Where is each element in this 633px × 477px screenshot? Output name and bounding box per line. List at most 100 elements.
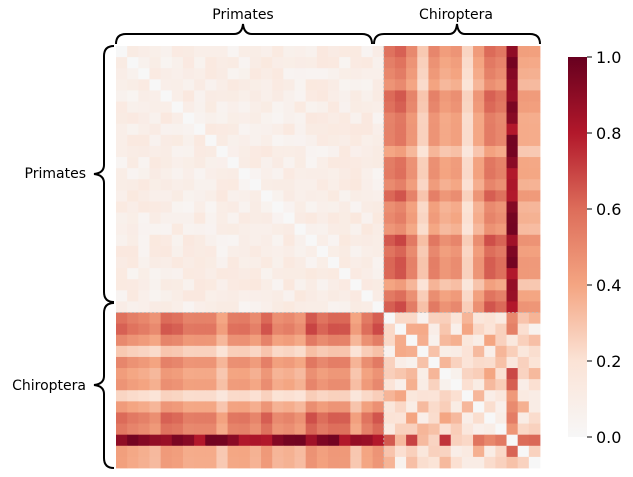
heatmap-cell [216, 434, 228, 447]
heatmap-cell [328, 379, 340, 391]
heatmap-cell [350, 257, 362, 269]
heatmap-cell [450, 112, 463, 125]
heatmap-cell [127, 334, 139, 347]
heatmap-cell [439, 434, 452, 447]
heatmap-cell [506, 268, 519, 280]
heatmap-cell [417, 301, 429, 313]
heatmap-cell [272, 90, 284, 102]
heatmap-cell [461, 46, 474, 58]
heatmap-cell [428, 290, 440, 302]
heatmap-cell [428, 423, 440, 436]
heatmap-cell [383, 423, 396, 436]
heatmap-cell [461, 157, 474, 169]
heatmap-cell [517, 145, 530, 158]
heatmap-cell [249, 268, 262, 280]
heatmap-cell [350, 445, 362, 458]
heatmap-cell [261, 112, 273, 125]
heatmap-cell [238, 401, 251, 413]
heatmap-cell [350, 190, 362, 202]
heatmap-cell [182, 46, 195, 58]
heatmap-cell [305, 179, 318, 191]
heatmap-cell [372, 57, 385, 69]
heatmap-cell [484, 345, 496, 358]
heatmap-cell [116, 68, 128, 80]
heatmap-cell [305, 368, 318, 380]
heatmap-cell [171, 46, 184, 58]
heatmap-cell [171, 323, 184, 336]
heatmap-cell [272, 46, 284, 58]
heatmap-cell [171, 390, 184, 402]
heatmap-cell [361, 234, 374, 247]
heatmap-cell [394, 290, 407, 302]
heatmap-cell [328, 301, 340, 313]
heatmap-cell [417, 423, 429, 436]
heatmap-cell [205, 112, 217, 125]
heatmap-cell [216, 312, 228, 325]
heatmap-cell [149, 312, 162, 325]
heatmap-cell [484, 445, 496, 458]
heatmap-cell [428, 412, 440, 424]
heatmap-cell [194, 368, 206, 380]
heatmap-cell [528, 268, 541, 280]
heatmap-cell [283, 434, 295, 447]
heatmap-cell [194, 245, 206, 258]
heatmap-cell [283, 456, 295, 469]
heatmap-cell [160, 145, 173, 158]
heatmap-cell [138, 456, 150, 469]
heatmap-cell [339, 157, 351, 169]
heatmap-cell [194, 412, 206, 424]
heatmap-cell [372, 46, 385, 58]
heatmap-cell [428, 212, 440, 225]
heatmap-cell [495, 334, 507, 347]
heatmap-cell [361, 134, 374, 147]
heatmap-cell [517, 68, 530, 80]
heatmap-cell [406, 356, 418, 369]
heatmap-cell [261, 245, 273, 258]
heatmap-cell [528, 79, 541, 91]
heatmap-cell [328, 423, 340, 436]
heatmap-cell [517, 334, 530, 347]
heatmap-cell [394, 101, 407, 114]
heatmap-cell [495, 401, 507, 413]
heatmap-cell [261, 179, 273, 191]
heatmap-cell [138, 279, 150, 291]
heatmap-cell [138, 157, 150, 169]
heatmap-cell [506, 290, 519, 302]
heatmap-cell [439, 123, 452, 136]
heatmap-cell [383, 145, 396, 158]
heatmap-cell [205, 368, 217, 380]
heatmap-cell [294, 334, 307, 347]
heatmap-cell [116, 112, 128, 125]
heatmap-cell [417, 345, 429, 358]
heatmap-cell [283, 245, 295, 258]
heatmap-cell [294, 445, 307, 458]
heatmap-cell [517, 90, 530, 102]
heatmap-cell [417, 245, 429, 258]
heatmap-cell [372, 168, 385, 180]
heatmap-cell [517, 434, 530, 447]
heatmap-cell [461, 134, 474, 147]
heatmap-cell [383, 279, 396, 291]
heatmap-cell [439, 134, 452, 147]
heatmap-cell [216, 368, 228, 380]
heatmap-cell [127, 201, 139, 213]
heatmap-cell [394, 323, 407, 336]
heatmap-cell [439, 268, 452, 280]
heatmap-cell [116, 46, 128, 58]
heatmap-cell [484, 234, 496, 247]
heatmap-cell [283, 101, 295, 114]
heatmap-cells [116, 46, 541, 469]
heatmap-cell [406, 456, 418, 469]
heatmap-cell [439, 223, 452, 236]
heatmap-cell [406, 279, 418, 291]
heatmap-cell [227, 412, 240, 424]
heatmap-cell [249, 223, 262, 236]
heatmap-cell [261, 423, 273, 436]
heatmap-cell [316, 312, 329, 325]
heatmap-cell [361, 345, 374, 358]
heatmap-cell [350, 312, 362, 325]
heatmap-cell [339, 301, 351, 313]
heatmap-cell [450, 434, 463, 447]
heatmap-cell [339, 79, 351, 91]
heatmap-cell [305, 212, 318, 225]
